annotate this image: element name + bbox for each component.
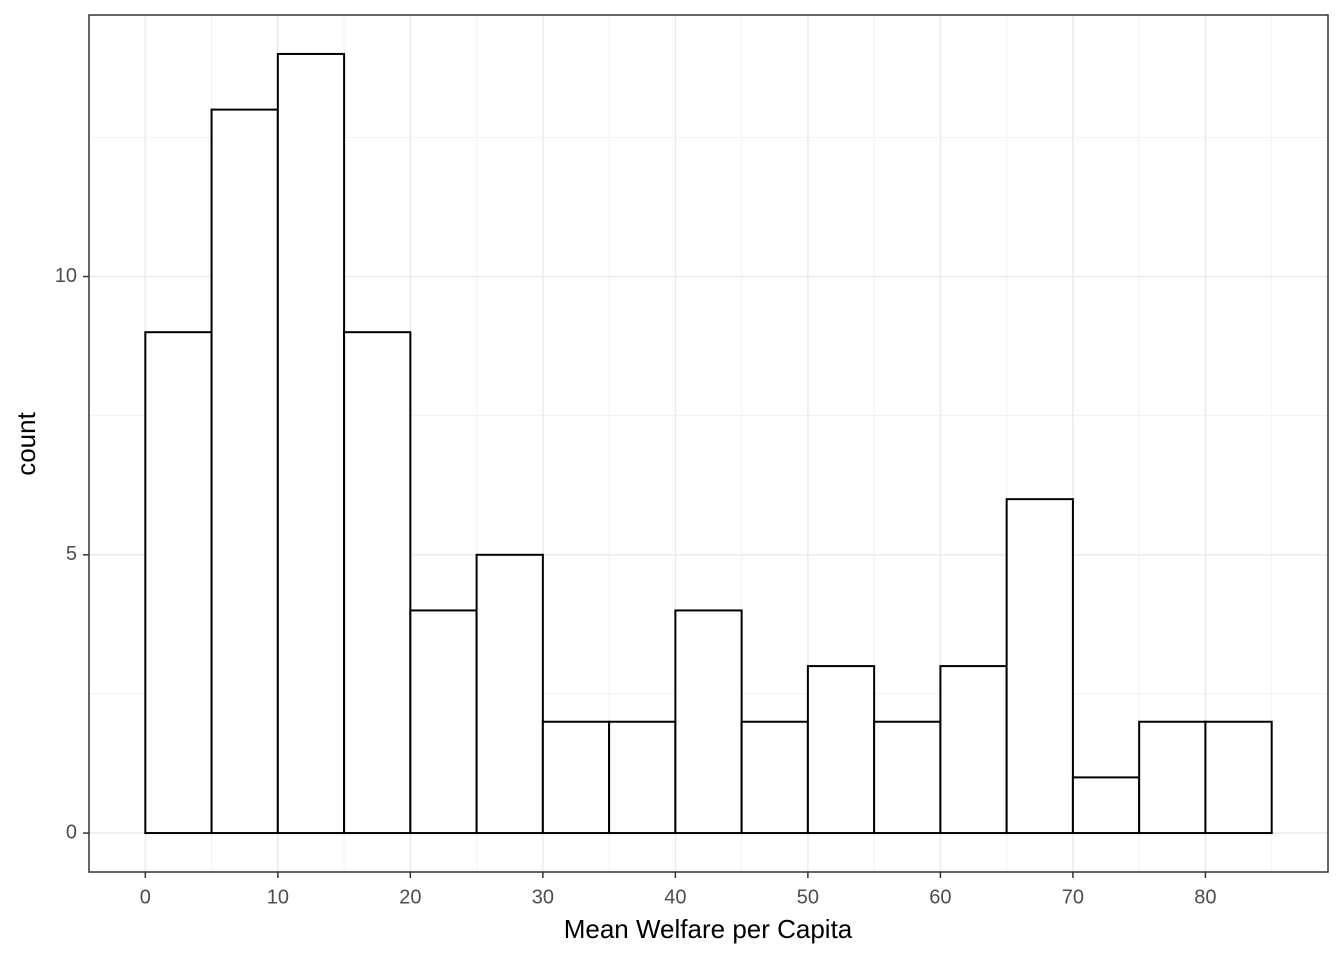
bar [608, 720, 677, 835]
bar [475, 553, 544, 835]
bar [740, 720, 809, 835]
x-tick-label: 70 [1062, 886, 1084, 908]
bar [276, 52, 346, 835]
x-axis-title: Mean Welfare per Capita [564, 914, 853, 944]
bar [343, 331, 412, 835]
bar [144, 331, 213, 835]
bar [541, 720, 611, 835]
y-axis-title: count [11, 411, 41, 475]
x-tick-label: 50 [797, 886, 819, 908]
bar [1204, 720, 1273, 835]
bar [1071, 776, 1141, 835]
plot-border [88, 14, 1329, 873]
x-tick-label: 30 [532, 886, 554, 908]
bar [674, 609, 743, 835]
x-tick-label: 0 [140, 886, 151, 908]
y-tick-label: 5 [66, 543, 77, 565]
x-tick-label: 60 [929, 886, 951, 908]
x-tick-label: 40 [664, 886, 686, 908]
bar [806, 665, 876, 835]
bar [939, 665, 1008, 835]
bar [409, 609, 478, 835]
x-tick-label: 20 [399, 886, 421, 908]
bar [873, 720, 942, 835]
y-tick-label: 0 [66, 821, 77, 843]
y-tick-label: 10 [55, 265, 77, 287]
bar [1138, 720, 1207, 835]
x-tick-label: 10 [267, 886, 289, 908]
x-tick-label: 80 [1194, 886, 1216, 908]
bar [1005, 498, 1074, 835]
bar [210, 108, 279, 835]
